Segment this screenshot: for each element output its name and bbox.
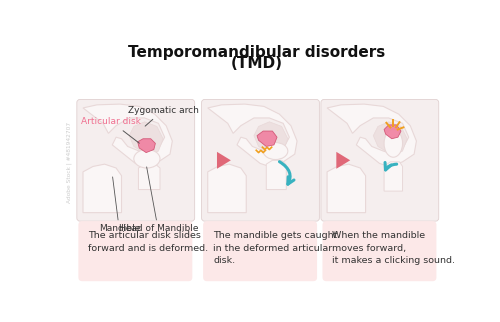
Polygon shape	[138, 164, 160, 190]
Polygon shape	[384, 162, 402, 191]
Text: Articular disk: Articular disk	[82, 117, 142, 143]
Text: (TMD): (TMD)	[230, 56, 282, 71]
Polygon shape	[327, 104, 416, 166]
Polygon shape	[254, 122, 288, 156]
FancyBboxPatch shape	[78, 221, 192, 281]
Polygon shape	[83, 104, 172, 166]
Polygon shape	[138, 139, 156, 153]
Polygon shape	[217, 152, 231, 169]
FancyBboxPatch shape	[322, 221, 436, 281]
FancyBboxPatch shape	[321, 99, 438, 221]
Text: Adobe Stock | #481942707: Adobe Stock | #481942707	[66, 122, 72, 203]
FancyBboxPatch shape	[203, 221, 317, 281]
Text: The mandible gets caught
in the deformed articular
disk.: The mandible gets caught in the deformed…	[213, 231, 338, 265]
Ellipse shape	[263, 143, 288, 159]
Text: Temporomandibular disorders: Temporomandibular disorders	[128, 45, 385, 60]
Polygon shape	[327, 164, 366, 213]
Polygon shape	[266, 160, 286, 190]
Polygon shape	[208, 104, 297, 166]
Polygon shape	[83, 164, 122, 213]
FancyBboxPatch shape	[77, 99, 194, 221]
Polygon shape	[208, 164, 246, 213]
Text: When the mandible
moves forward,
it makes a clicking sound.: When the mandible moves forward, it make…	[332, 231, 456, 265]
Polygon shape	[129, 122, 163, 156]
Text: The articular disk slides
forward and is deformed.: The articular disk slides forward and is…	[88, 231, 208, 253]
Text: Head of Mandible: Head of Mandible	[118, 224, 198, 233]
Text: Zygomatic arch: Zygomatic arch	[128, 106, 198, 126]
FancyBboxPatch shape	[202, 99, 320, 221]
Ellipse shape	[134, 149, 160, 168]
Polygon shape	[374, 122, 407, 156]
Polygon shape	[384, 125, 401, 139]
Polygon shape	[257, 131, 277, 147]
Polygon shape	[336, 152, 350, 169]
Ellipse shape	[384, 129, 402, 157]
Text: Mandible: Mandible	[100, 224, 140, 233]
